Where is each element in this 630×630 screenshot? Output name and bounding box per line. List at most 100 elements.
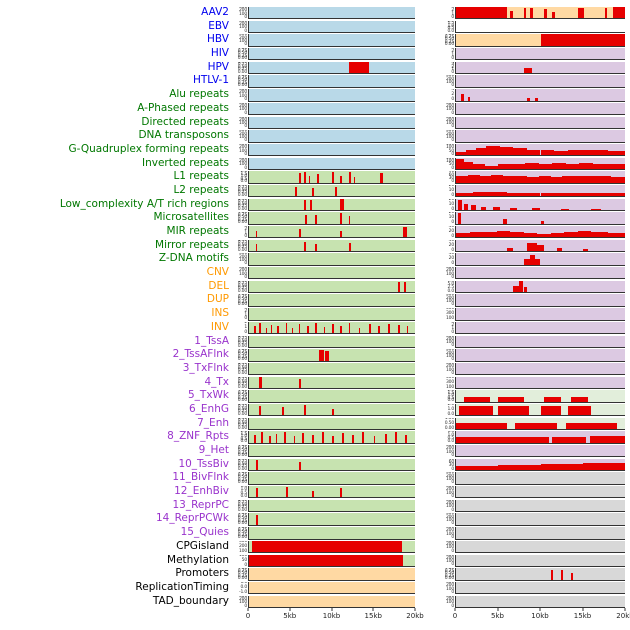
y-tick-label: 0 bbox=[244, 14, 247, 20]
y-axis-right: 300 200 100 0 bbox=[441, 555, 455, 567]
y-tick-label: 0 bbox=[244, 124, 247, 129]
data-bar bbox=[537, 233, 551, 238]
plot-area-left bbox=[248, 171, 415, 184]
y-tick-label: 0.25 bbox=[444, 573, 454, 579]
x-tick-label: 20kb bbox=[616, 612, 630, 621]
y-axis-right: 20 10 0 bbox=[441, 212, 455, 224]
data-bar bbox=[340, 213, 343, 224]
column-gap bbox=[415, 116, 441, 130]
y-tick-label: 300 bbox=[446, 335, 454, 339]
y-tick-label: 0.75 bbox=[237, 459, 247, 465]
data-bar bbox=[456, 159, 465, 169]
data-bar bbox=[335, 186, 338, 197]
y-tick-label: 0.25 bbox=[237, 204, 247, 210]
data-bar bbox=[255, 230, 258, 238]
y-tick-label: 0 bbox=[244, 316, 247, 321]
x-tick-label: 5kb bbox=[491, 612, 504, 621]
data-bar bbox=[472, 164, 485, 169]
data-bar bbox=[554, 150, 568, 156]
column-gap bbox=[415, 184, 441, 198]
y-tick-label: 100 bbox=[239, 39, 247, 45]
data-bar bbox=[312, 490, 314, 498]
track-label: 9_Het bbox=[198, 444, 229, 456]
plot-area-left bbox=[248, 75, 415, 88]
data-bar bbox=[253, 326, 256, 334]
x-tick-mark bbox=[582, 608, 583, 612]
y-tick-label: 200 bbox=[446, 596, 454, 602]
track-label: 13_ReprPC bbox=[172, 498, 229, 511]
y-tick-label: 0.25 bbox=[237, 341, 247, 346]
track-row: 2_TssAFlnk 1.00 0.75 0.50 0.25 0.00 300 200 100 0 bbox=[0, 348, 630, 362]
y-tick-label: 1.5 bbox=[240, 171, 247, 177]
y-tick-label: 90 bbox=[448, 171, 455, 175]
y-tick-label: 1.5 bbox=[447, 390, 454, 396]
y-tick-label: 1 bbox=[244, 324, 247, 330]
data-bar bbox=[461, 94, 465, 101]
y-tick-label: 2 bbox=[244, 309, 247, 315]
y-tick-label: 1.5 bbox=[240, 486, 247, 490]
y-tick-label: 3 bbox=[451, 7, 454, 10]
y-tick-label: 200 bbox=[446, 514, 454, 520]
plot-area-right bbox=[455, 513, 625, 526]
track-label: Low_complexity A/T rich regions bbox=[59, 197, 229, 210]
plot-area-right bbox=[455, 445, 625, 458]
data-bar bbox=[586, 175, 598, 183]
y-tick-label: 0.00 bbox=[237, 247, 247, 253]
plot-area-left bbox=[248, 48, 415, 61]
data-bar bbox=[591, 232, 609, 238]
data-bar bbox=[303, 172, 306, 183]
y-axis-left: 100 50 0 bbox=[234, 555, 248, 567]
track-row: DUP 1.00 0.75 0.50 0.25 0.00 300 200 100 0 bbox=[0, 293, 630, 307]
column-gap bbox=[415, 321, 441, 335]
y-axis-left: 1.00 0.75 0.50 0.25 0.00 bbox=[234, 294, 248, 306]
column-gap bbox=[415, 567, 441, 581]
plot-area-right bbox=[455, 527, 625, 540]
y-tick-label: 300 bbox=[239, 143, 247, 147]
track-row: L1 repeats 2.0 1.5 1.0 0.5 0.0 90 60 30 0 bbox=[0, 170, 630, 184]
data-bar bbox=[340, 326, 342, 334]
y-tick-label: 0.75 bbox=[237, 568, 247, 574]
column-gap bbox=[415, 211, 441, 225]
data-bar bbox=[292, 327, 294, 334]
y-tick-label: 1.0 bbox=[447, 406, 454, 412]
data-bar bbox=[302, 433, 304, 443]
data-bar bbox=[581, 149, 595, 156]
plot-area-left bbox=[248, 308, 415, 321]
y-tick-label: 100 bbox=[446, 353, 454, 359]
data-bar bbox=[404, 282, 407, 293]
data-bar bbox=[307, 326, 309, 334]
y-tick-label: 20 bbox=[448, 198, 455, 202]
data-bar bbox=[570, 572, 573, 580]
y-axis-right: 2.0 1.5 1.0 0.5 0.0 bbox=[441, 390, 455, 402]
y-tick-label: 0.00 bbox=[237, 357, 247, 362]
data-bar bbox=[498, 464, 541, 471]
data-bar bbox=[388, 323, 391, 334]
y-tick-label: 200 bbox=[446, 487, 454, 493]
data-bar bbox=[252, 540, 402, 553]
y-tick-label: 100 bbox=[446, 340, 454, 346]
y-tick-label: 0 bbox=[244, 233, 247, 239]
y-tick-label: 100 bbox=[239, 134, 247, 140]
data-bar bbox=[385, 433, 387, 443]
y-tick-label: 1.0 bbox=[240, 487, 247, 493]
y-tick-label: 100 bbox=[239, 11, 247, 17]
column-gap bbox=[415, 417, 441, 431]
y-tick-label: 0.75 bbox=[237, 349, 247, 355]
y-tick-label: 0.25 bbox=[237, 464, 247, 470]
data-bar bbox=[560, 570, 563, 580]
track-label: HTLV-1 bbox=[192, 74, 229, 87]
data-bar bbox=[456, 437, 549, 443]
y-axis-left: 300 200 100 0 bbox=[234, 21, 248, 33]
y-axis-left: 1.00 0.75 0.50 0.25 0.00 bbox=[234, 404, 248, 416]
y-tick-label: 100 bbox=[446, 367, 454, 373]
y-tick-label: 300 bbox=[239, 89, 247, 93]
track-label: 5_TxWk bbox=[187, 389, 229, 402]
data-bar bbox=[348, 215, 351, 224]
y-tick-label: 2 bbox=[244, 321, 247, 325]
y-tick-label: 200 bbox=[446, 528, 454, 534]
plot-area-right bbox=[455, 7, 625, 20]
data-bar bbox=[483, 232, 497, 238]
y-tick-label: 300 bbox=[446, 294, 454, 298]
y-tick-label: 0.00 bbox=[237, 192, 247, 198]
